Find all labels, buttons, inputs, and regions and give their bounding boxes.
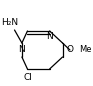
Text: Me: Me bbox=[79, 45, 92, 55]
Text: O: O bbox=[66, 45, 73, 55]
Text: N: N bbox=[46, 31, 53, 41]
Text: N: N bbox=[19, 45, 25, 55]
Text: H₂N: H₂N bbox=[1, 17, 19, 26]
Text: Cl: Cl bbox=[23, 74, 32, 82]
